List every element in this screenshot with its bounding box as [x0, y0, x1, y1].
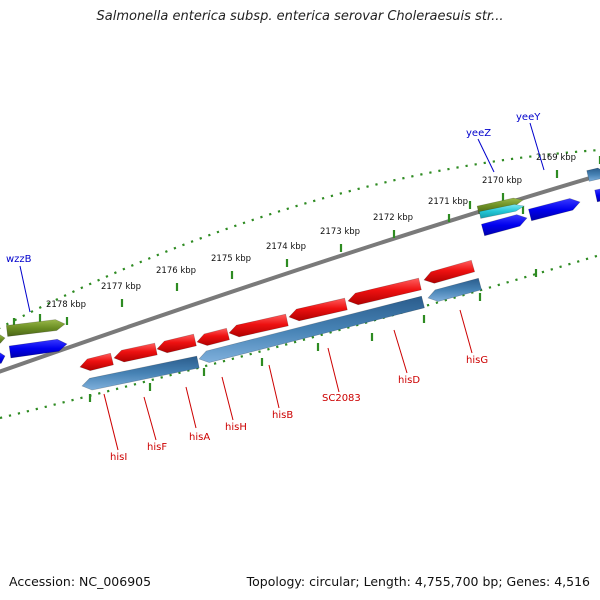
reverse-gene-arrow[interactable]: [113, 342, 158, 363]
reverse-gene-arrow[interactable]: [423, 259, 476, 284]
label-leader-line: [477, 138, 495, 173]
genome-summary-text: Topology: circular; Length: 4,755,700 bp…: [246, 574, 590, 589]
label-leader-line: [529, 122, 545, 171]
gene-label-yeeZ[interactable]: yeeZ: [466, 128, 491, 139]
scale-label: 2176 kbp: [156, 266, 196, 276]
label-leader-line: [268, 364, 280, 409]
scale-label: 2174 kbp: [266, 242, 306, 252]
scale-ticks: 2178 kbp 2177 kbp 2176 kbp 2175 kbp 2174 kbp…: [12, 153, 600, 402]
scale-label: 2175 kbp: [211, 254, 251, 264]
forward-gene-arrow[interactable]: [8, 338, 68, 359]
gene-label-yeeY[interactable]: yeeY: [516, 112, 541, 123]
reverse-gene-arrow[interactable]: [156, 333, 197, 354]
label-leader-line: [19, 265, 31, 313]
reverse-gene-arrow[interactable]: [347, 277, 422, 306]
cyan-gene-bar[interactable]: [478, 204, 525, 219]
gene-label-hisI[interactable]: hisI: [110, 452, 127, 463]
scale-label: 2171 kbp: [428, 197, 468, 207]
scale-label: 2173 kbp: [320, 227, 360, 237]
reverse-gene-arrow[interactable]: [288, 297, 348, 322]
gene-label-SC2083[interactable]: SC2083: [322, 393, 361, 404]
outer-scale-track: [0, 148, 600, 330]
label-leader-line: [221, 376, 234, 421]
accession-text: Accession: NC_006905: [9, 574, 152, 589]
label-leader-line: [327, 347, 340, 393]
label-leader-line: [185, 386, 197, 429]
scale-label: 2170 kbp: [482, 176, 522, 186]
gene-label-hisH[interactable]: hisH: [225, 422, 247, 433]
olive-gene-bar[interactable]: [0, 334, 6, 344]
olive-gene-bar[interactable]: [6, 319, 66, 337]
scale-label: 2178 kbp: [46, 300, 86, 310]
gene-label-hisF[interactable]: hisF: [147, 442, 167, 453]
forward-gene-arrow[interactable]: [594, 188, 600, 203]
reverse-cds-arrow[interactable]: [427, 277, 482, 302]
reverse-cds-arrow[interactable]: [198, 295, 425, 363]
reverse-cds-arrow[interactable]: [81, 355, 200, 391]
gene-label-wzzB[interactable]: wzzB: [6, 254, 32, 265]
gene-label-hisD[interactable]: hisD: [398, 375, 420, 386]
gene-label-hisG[interactable]: hisG: [466, 355, 488, 366]
feature-labels: wzzB yeeZ yeeY hisI hisF hisA hisH hisB SC2083 hi…: [6, 112, 545, 463]
forward-gene-arrow[interactable]: [528, 198, 581, 222]
forward-gene-arrow[interactable]: [481, 214, 528, 237]
scale-label: 2169 kbp: [536, 153, 576, 163]
reverse-gene-arrow[interactable]: [79, 352, 114, 371]
map-title: Salmonella enterica subsp. enterica sero…: [96, 9, 504, 24]
reverse-gene-arrow[interactable]: [228, 313, 289, 338]
label-leader-line: [143, 396, 157, 441]
reverse-gene-arrow[interactable]: [196, 327, 230, 346]
label-leader-line: [459, 309, 473, 354]
scale-label: 2172 kbp: [373, 213, 413, 223]
gene-features: [0, 167, 600, 391]
gene-label-hisA[interactable]: hisA: [189, 432, 210, 443]
label-leader-line: [393, 329, 408, 374]
label-leader-line: [103, 393, 119, 451]
forward-cds-arrow[interactable]: [586, 167, 600, 182]
backbone-circle: [0, 173, 600, 374]
scale-label: 2177 kbp: [101, 282, 141, 292]
forward-gene-arrow[interactable]: [0, 352, 6, 366]
inner-scale-track: [0, 253, 600, 420]
gene-label-hisB[interactable]: hisB: [272, 410, 293, 421]
